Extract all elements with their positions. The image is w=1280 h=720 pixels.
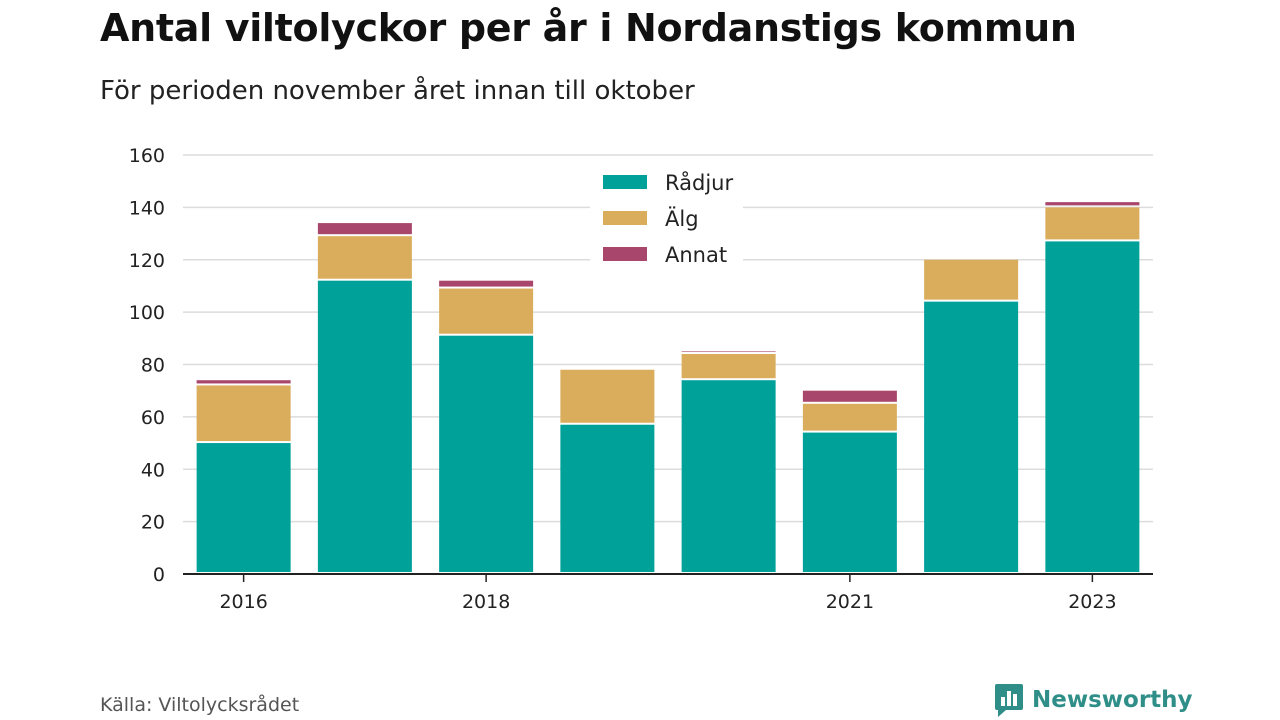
y-tick-label: 140 xyxy=(129,197,165,219)
bar-älg-2016[interactable] xyxy=(196,385,291,442)
bar-älg-2020[interactable] xyxy=(681,354,776,379)
legend-swatch-annat xyxy=(603,247,647,261)
bar-annat-2016[interactable] xyxy=(196,380,291,384)
chart-subtitle: För perioden november året innan till ok… xyxy=(100,76,695,106)
y-tick-label: 0 xyxy=(153,564,165,586)
y-tick-label: 60 xyxy=(141,407,165,429)
y-tick-label: 160 xyxy=(129,145,165,167)
newsworthy-logo-icon xyxy=(995,684,1023,717)
x-tick-label: 2018 xyxy=(462,591,510,613)
bar-rådjur-2019[interactable] xyxy=(560,424,655,572)
bar-annat-2017[interactable] xyxy=(317,223,412,235)
bar-rådjur-2023[interactable] xyxy=(1045,241,1140,572)
bar-rådjur-2022[interactable] xyxy=(924,301,1019,572)
bar-annat-2021[interactable] xyxy=(802,390,897,402)
bar-annat-2023[interactable] xyxy=(1045,202,1140,206)
x-tick-label: 2023 xyxy=(1068,591,1116,613)
legend: Rådjur Älg Annat xyxy=(590,165,743,268)
bar-rådjur-2016[interactable] xyxy=(196,443,291,572)
legend-label-annat: Annat xyxy=(665,243,727,267)
source-note: Källa: Viltolycksrådet xyxy=(100,694,300,716)
bar-rådjur-2017[interactable] xyxy=(317,280,412,572)
x-tick-label: 2016 xyxy=(219,591,267,613)
bar-älg-2021[interactable] xyxy=(802,403,897,431)
bar-rådjur-2018[interactable] xyxy=(439,335,534,572)
y-tick-label: 20 xyxy=(141,512,165,534)
brand-logo[interactable]: Newsworthy xyxy=(994,682,1193,718)
bar-rådjur-2020[interactable] xyxy=(681,380,776,572)
bar-älg-2017[interactable] xyxy=(317,236,412,279)
bar-annat-2020[interactable] xyxy=(681,351,776,353)
bar-annat-2018[interactable] xyxy=(439,280,534,287)
y-tick-label: 100 xyxy=(129,302,165,324)
stacked-bar-chart: 0 20 40 60 80 100 120 140 160 2016 2018 2021 2023 Rå… xyxy=(129,145,1153,613)
legend-label-rådjur: Rådjur xyxy=(665,170,733,195)
axes: 0 20 40 60 80 100 120 140 160 2016 2018 2021 2023 xyxy=(129,145,1153,613)
brand-name: Newsworthy xyxy=(1032,687,1193,713)
x-tick-label: 2021 xyxy=(826,591,874,613)
bar-älg-2019[interactable] xyxy=(560,369,655,423)
legend-swatch-älg xyxy=(603,211,647,225)
legend-label-älg: Älg xyxy=(665,206,699,231)
bar-älg-2018[interactable] xyxy=(439,288,534,334)
y-tick-label: 80 xyxy=(141,355,165,377)
legend-swatch-rådjur xyxy=(603,175,647,189)
chart-title: Antal viltolyckor per år i Nordanstigs k… xyxy=(100,6,1077,50)
bar-rådjur-2021[interactable] xyxy=(802,432,897,572)
y-tick-label: 40 xyxy=(141,459,165,481)
bars xyxy=(196,202,1140,572)
bar-älg-2022[interactable] xyxy=(924,259,1019,300)
y-tick-label: 120 xyxy=(129,250,165,272)
bar-älg-2023[interactable] xyxy=(1045,207,1140,240)
